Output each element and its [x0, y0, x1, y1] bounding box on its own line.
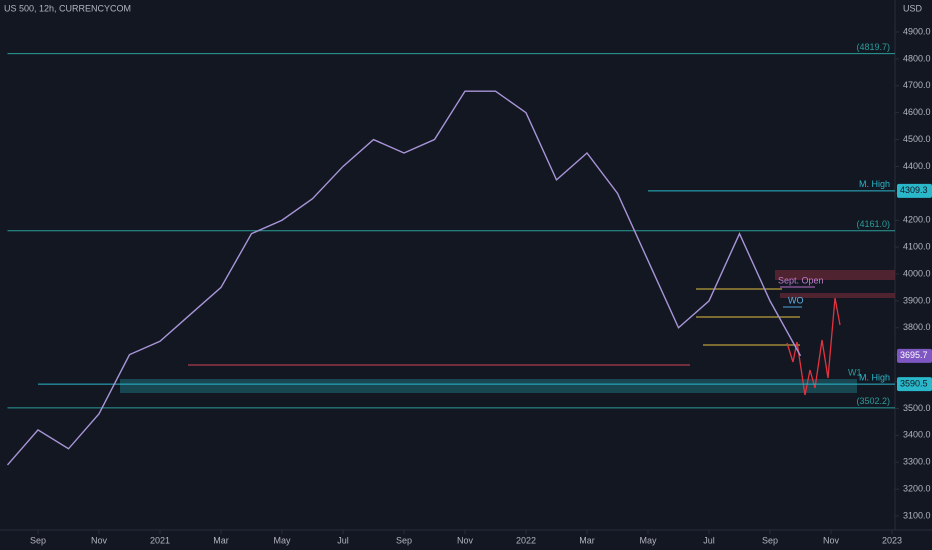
price-tag — [897, 183, 932, 198]
x-tick-label: Jul — [337, 535, 349, 545]
y-tick-label: 4400.0 — [903, 161, 931, 171]
price-tag — [897, 377, 932, 392]
annotation: W1 — [848, 367, 862, 377]
x-tick-label: Nov — [457, 535, 474, 545]
zone — [120, 379, 857, 393]
level-label: (4161.0) — [856, 219, 890, 229]
x-tick-label: Jul — [703, 535, 715, 545]
x-tick-label: Nov — [91, 535, 108, 545]
y-tick-label: 4800.0 — [903, 53, 931, 63]
x-tick-label: May — [273, 535, 291, 545]
x-tick-label: 2022 — [516, 535, 536, 545]
y-tick-label: 3400.0 — [903, 430, 931, 440]
y-tick-label: 3500.0 — [903, 403, 931, 413]
price-line — [6, 90, 802, 466]
projection — [786, 297, 841, 396]
y-tick-label: 4000.0 — [903, 268, 931, 278]
y-tick-label: 4200.0 — [903, 215, 931, 225]
x-tick-label: 2021 — [150, 535, 170, 545]
y-tick-label: 4900.0 — [903, 26, 931, 36]
chart-title: US 500, 12h, CURRENCYCOM — [4, 3, 131, 13]
x-tick-label: Mar — [213, 535, 229, 545]
y-tick-label: 3200.0 — [903, 483, 931, 493]
x-tick-label: May — [639, 535, 657, 545]
price-tag-label: 4309.3 — [900, 185, 928, 195]
x-tick-label: Sep — [762, 535, 778, 545]
y-tick-label: 4600.0 — [903, 107, 931, 117]
x-tick-label: Mar — [579, 535, 595, 545]
y-tick-label: 3800.0 — [903, 322, 931, 332]
zone — [780, 293, 895, 298]
level-label: (4819.7) — [856, 42, 890, 52]
y-tick-label: 3100.0 — [903, 510, 931, 520]
level-label: M. High — [859, 179, 890, 189]
y-tick-label: 4100.0 — [903, 241, 931, 251]
y-tick-label: 3300.0 — [903, 457, 931, 467]
level-label: (3502.2) — [856, 396, 890, 406]
price-tag-label: 3590.5 — [900, 378, 928, 388]
y-tick-label: 4700.0 — [903, 80, 931, 90]
price-tag — [897, 348, 932, 363]
y-tick-label: 3900.0 — [903, 295, 931, 305]
annotation: WO — [788, 295, 804, 305]
x-tick-label: Sep — [396, 535, 412, 545]
level-label: M. High — [859, 372, 890, 382]
x-tick-label: Sep — [30, 535, 46, 545]
x-tick-label: 2023 — [882, 535, 902, 545]
y-tick-label: 4500.0 — [903, 134, 931, 144]
zone — [775, 270, 895, 280]
x-tick-label: Nov — [823, 535, 840, 545]
y-axis-label: USD — [903, 3, 923, 13]
price-tag-label: 3695.7 — [900, 350, 928, 360]
annotation: Sept. Open — [778, 275, 824, 285]
